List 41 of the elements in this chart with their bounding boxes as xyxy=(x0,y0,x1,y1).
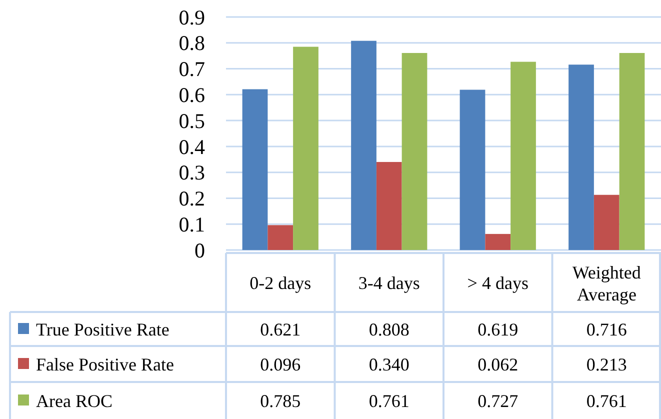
data-label: 0.213 xyxy=(586,354,627,374)
y-tick-label: 0 xyxy=(194,238,205,262)
data-label: 0.340 xyxy=(368,354,410,374)
bar xyxy=(293,46,318,250)
legend-label: Area ROC xyxy=(36,390,112,411)
bar xyxy=(460,90,486,250)
y-tick-label: 0.1 xyxy=(178,212,205,236)
x-tick-label: 0-2 days xyxy=(250,272,312,293)
y-tick-label: 0.3 xyxy=(178,160,205,185)
bar xyxy=(568,64,594,250)
data-label: 0.727 xyxy=(478,390,518,411)
bar xyxy=(268,225,294,250)
data-label: 0.761 xyxy=(586,390,627,411)
data-label: 0.621 xyxy=(260,319,301,340)
bar xyxy=(402,52,428,250)
data-label: 0.808 xyxy=(368,319,410,340)
y-tick-label: 0.2 xyxy=(178,186,205,211)
data-label: 0.761 xyxy=(368,390,410,411)
data-label: 0.716 xyxy=(586,319,627,340)
legend-label: True Positive Rate xyxy=(36,319,170,340)
y-tick-label: 0.8 xyxy=(178,31,205,56)
y-tick-label: 0.7 xyxy=(178,57,205,82)
x-tick-label: Weighted Average xyxy=(572,262,641,304)
x-tick-label: 3-4 days xyxy=(358,272,420,293)
bar xyxy=(242,89,268,250)
y-tick-label: 0.6 xyxy=(178,83,205,108)
data-label: 0.096 xyxy=(260,354,301,374)
bar xyxy=(376,162,402,250)
x-tick-label: > 4 days xyxy=(467,272,528,293)
bar xyxy=(485,234,511,250)
data-label: 0.062 xyxy=(478,354,518,374)
legend-label: False Positive Rate xyxy=(36,354,174,374)
data-label: 0.785 xyxy=(260,390,301,411)
y-tick-label: 0.5 xyxy=(178,108,205,133)
bar xyxy=(351,40,376,250)
bar xyxy=(619,52,645,250)
data-label: 0.619 xyxy=(478,319,518,340)
y-tick-label: 0.9 xyxy=(178,5,205,30)
bar xyxy=(510,62,536,250)
bar xyxy=(594,194,620,250)
y-tick-label: 0.4 xyxy=(178,134,206,159)
